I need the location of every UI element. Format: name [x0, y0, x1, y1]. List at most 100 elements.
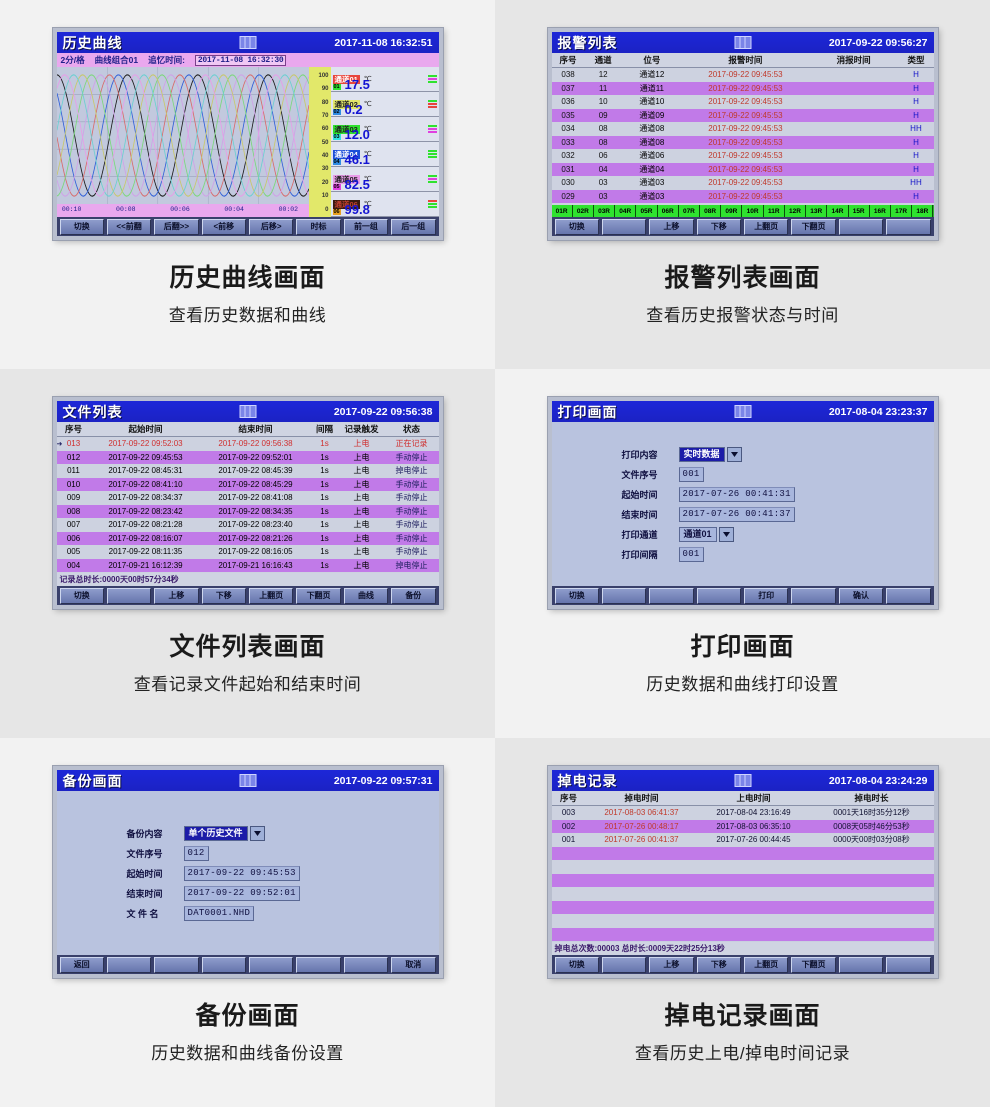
table-row[interactable]: 032 06 通道06 2017-09-22 09:45:53 H: [551, 149, 934, 163]
channel-row[interactable]: 通道01 ℃ 01 17.5: [330, 67, 439, 92]
table-row[interactable]: 02801通道012017-09-22 09:45:53H: [551, 203, 934, 205]
table-row[interactable]: 010 2017-09-22 08:41:10 2017-09-22 08:45:2…: [56, 477, 439, 491]
footer-button-7[interactable]: 备份: [391, 587, 436, 604]
channel-status-cell[interactable]: 09R: [721, 205, 743, 217]
channel-status-cell[interactable]: 12R: [784, 205, 807, 217]
footer-button-1[interactable]: <<前翻: [106, 218, 152, 235]
channel-status-cell[interactable]: 18R: [912, 205, 934, 217]
footer-button-7[interactable]: 后一组: [391, 218, 436, 235]
text-input[interactable]: 001: [678, 546, 704, 562]
footer-button-3[interactable]: 下移: [201, 587, 246, 604]
footer-button-5[interactable]: 时标: [296, 218, 341, 235]
footer-button-6[interactable]: 前一组: [343, 218, 389, 235]
footer-button-2[interactable]: 上移: [649, 956, 694, 973]
footer-button-empty-4[interactable]: [249, 956, 294, 973]
channel-status-cell[interactable]: 11R: [763, 205, 785, 217]
footer-button-0[interactable]: 切换: [554, 587, 599, 604]
footer-button-empty-7[interactable]: [886, 218, 931, 235]
table-row[interactable]: 005 2017-09-22 08:11:35 2017-09-22 08:16:0…: [56, 545, 439, 559]
footer-button-0[interactable]: 切换: [59, 587, 104, 604]
footer-button-empty-1[interactable]: [601, 956, 647, 973]
footer-button-empty-1[interactable]: [106, 956, 152, 973]
channel-status-cell[interactable]: 10R: [742, 205, 764, 217]
text-input[interactable]: 2017-07-26 00:41:31: [678, 486, 795, 502]
footer-button-4[interactable]: 上翻页: [744, 956, 789, 973]
table-row[interactable]: 038 12 通道12 2017-09-22 09:45:53 H: [551, 68, 934, 82]
channel-row[interactable]: 通道05 ℃ 05 82.5: [330, 167, 439, 192]
dropdown[interactable]: 通道01: [678, 526, 734, 542]
footer-button-4[interactable]: 打印: [744, 587, 789, 604]
channel-status-cell[interactable]: 06R: [657, 205, 679, 217]
table-row[interactable]: 035 09 通道09 2017-09-22 09:45:53 H: [551, 108, 934, 122]
channel-status-cell[interactable]: 16R: [869, 205, 891, 217]
footer-button-empty-7[interactable]: [886, 956, 931, 973]
chevron-down-icon[interactable]: [718, 526, 734, 542]
channel-row[interactable]: 通道04 ℃ 04 46.1: [330, 142, 439, 167]
text-input[interactable]: DAT0001.NHD: [183, 905, 255, 921]
footer-button-3[interactable]: 下移: [696, 956, 741, 973]
curve-plot[interactable]: [56, 67, 309, 204]
footer-button-empty-1[interactable]: [601, 218, 647, 235]
channel-status-cell[interactable]: 14R: [827, 205, 849, 217]
table-row[interactable]: 007 2017-09-22 08:21:28 2017-09-22 08:23:4…: [56, 518, 439, 532]
footer-button-empty-3[interactable]: [201, 956, 246, 973]
footer-button-2[interactable]: 后翻>>: [154, 218, 199, 235]
dropdown[interactable]: 实时数据: [678, 446, 742, 462]
footer-button-empty-1[interactable]: [106, 587, 152, 604]
footer-button-empty-1[interactable]: [601, 587, 647, 604]
table-row[interactable]: 011 2017-09-22 08:45:31 2017-09-22 08:45:3…: [56, 464, 439, 478]
table-row[interactable]: 006 2017-09-22 08:16:07 2017-09-22 08:21:2…: [56, 531, 439, 545]
channel-status-cell[interactable]: 17R: [891, 205, 913, 217]
footer-button-5[interactable]: 下翻页: [791, 218, 836, 235]
channel-row[interactable]: 通道06 ℃ 06 99.8: [330, 192, 439, 217]
text-input[interactable]: 012: [183, 845, 209, 861]
footer-button-5[interactable]: 下翻页: [296, 587, 341, 604]
text-input[interactable]: 2017-09-22 09:52:01: [183, 885, 300, 901]
table-row[interactable]: 037 11 通道11 2017-09-22 09:45:53 H: [551, 81, 934, 95]
footer-button-empty-6[interactable]: [838, 218, 884, 235]
channel-status-cell[interactable]: 13R: [806, 205, 828, 217]
table-row[interactable]: 013 2017-09-22 09:52:03 2017-09-22 09:56:3…: [56, 437, 439, 451]
text-input[interactable]: 001: [678, 466, 704, 482]
channel-status-cell[interactable]: 04R: [615, 205, 637, 217]
footer-button-0[interactable]: 切换: [554, 956, 599, 973]
footer-button-empty-6[interactable]: [343, 956, 389, 973]
table-row[interactable]: 001 2017-07-26 00:41:37 2017-07-26 00:44:4…: [551, 833, 934, 847]
table-row[interactable]: 034 08 通道08 2017-09-22 09:45:53 HH: [551, 122, 934, 136]
table-row[interactable]: 033 08 通道08 2017-09-22 09:45:53 H: [551, 135, 934, 149]
dropdown[interactable]: 单个历史文件: [183, 825, 265, 841]
table-row[interactable]: 003 2017-08-03 06:41:37 2017-08-04 23:16:4…: [551, 806, 934, 820]
footer-button-0[interactable]: 切换: [59, 218, 104, 235]
channel-status-cell[interactable]: 05R: [636, 205, 658, 217]
table-row[interactable]: 036 10 通道10 2017-09-22 09:45:53 H: [551, 95, 934, 109]
channel-status-cell[interactable]: 08R: [700, 205, 722, 217]
channel-row[interactable]: 通道02 ℃ 02 0.2: [330, 92, 439, 117]
footer-button-empty-5[interactable]: [296, 956, 341, 973]
channel-status-cell[interactable]: 15R: [848, 205, 870, 217]
footer-button-empty-2[interactable]: [154, 956, 199, 973]
footer-button-empty-3[interactable]: [696, 587, 741, 604]
channel-status-cell[interactable]: 03R: [593, 205, 616, 217]
table-row[interactable]: 008 2017-09-22 08:23:42 2017-09-22 08:34:3…: [56, 504, 439, 518]
footer-button-2[interactable]: 上移: [154, 587, 199, 604]
table-row[interactable]: 030 03 通道03 2017-09-22 09:45:53 HH: [551, 176, 934, 190]
chevron-down-icon[interactable]: [726, 446, 742, 462]
channel-status-cell[interactable]: 07R: [678, 205, 701, 217]
footer-button-empty-5[interactable]: [791, 587, 836, 604]
footer-button-7[interactable]: 取消: [391, 956, 436, 973]
footer-button-5[interactable]: 下翻页: [791, 956, 836, 973]
footer-button-4[interactable]: 后移>: [249, 218, 294, 235]
channel-status-cell[interactable]: 02R: [572, 205, 594, 217]
footer-button-0[interactable]: 返回: [59, 956, 104, 973]
table-row[interactable]: 012 2017-09-22 09:45:53 2017-09-22 09:52:0…: [56, 450, 439, 464]
footer-button-2[interactable]: 上移: [649, 218, 694, 235]
footer-button-6[interactable]: 曲线: [343, 587, 389, 604]
text-input[interactable]: 2017-09-22 09:45:53: [183, 865, 300, 881]
table-row[interactable]: 029 03 通道03 2017-09-22 09:45:53 H: [551, 189, 934, 203]
channel-row[interactable]: 通道03 ℃ 03 12.0: [330, 117, 439, 142]
table-row[interactable]: 004 2017-09-21 16:12:39 2017-09-21 16:16:4…: [56, 558, 439, 572]
table-row[interactable]: 009 2017-09-22 08:34:37 2017-09-22 08:41:0…: [56, 491, 439, 505]
footer-button-4[interactable]: 上翻页: [249, 587, 294, 604]
text-input[interactable]: 2017-07-26 00:41:37: [678, 506, 795, 522]
